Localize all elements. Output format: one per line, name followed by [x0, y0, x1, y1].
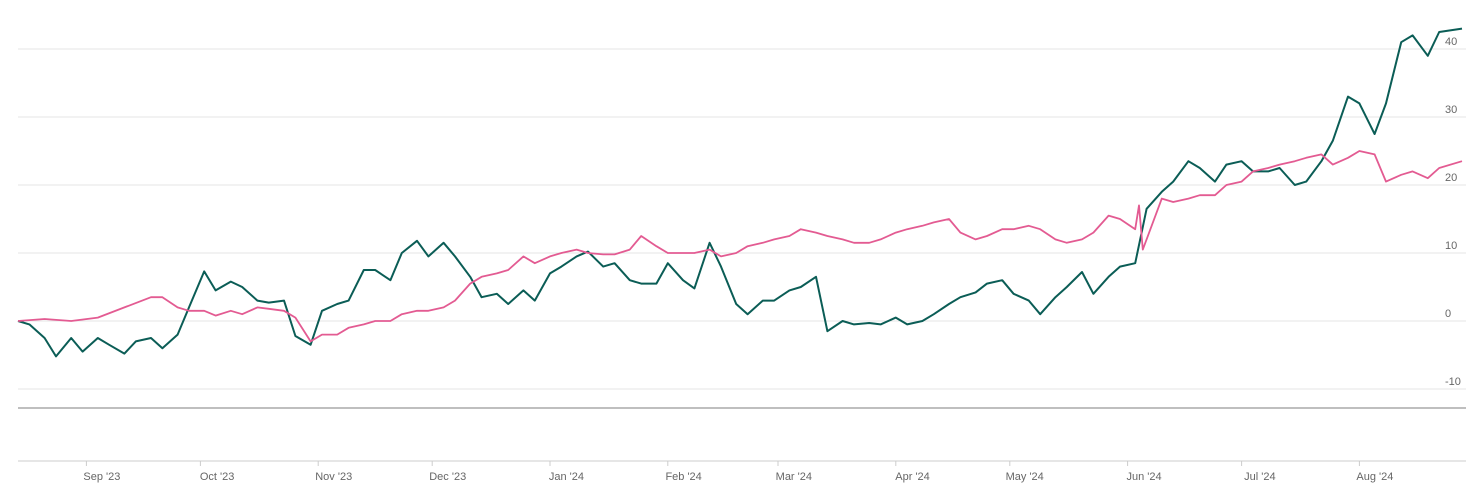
- y-tick-label: 20: [1445, 172, 1457, 184]
- x-tick-label: May '24: [1006, 471, 1044, 483]
- y-tick-label: -10: [1445, 376, 1461, 388]
- y-tick-labels: -10 0 10 20 30 40: [1445, 36, 1461, 388]
- x-tick-label: Feb '24: [665, 471, 701, 483]
- y-tick-label: 40: [1445, 36, 1457, 48]
- x-tick-labels: Sep '23 Oct '23 Nov '23 Dec '23 Jan '24 Feb '…: [83, 461, 1393, 483]
- x-tick-label: Jan '24: [549, 471, 584, 483]
- y-tick-label: 10: [1445, 240, 1457, 252]
- x-tick-label: Jun '24: [1126, 471, 1161, 483]
- series-line-2: [17, 150, 1463, 343]
- x-tick-label: Dec '23: [429, 471, 466, 483]
- y-tick-label: 0: [1445, 308, 1451, 320]
- series-lines: [17, 27, 1463, 358]
- y-tick-label: 30: [1445, 104, 1457, 116]
- x-tick-label: Mar '24: [776, 471, 812, 483]
- gridlines: [18, 48, 1466, 390]
- navigator-pane: [18, 409, 1466, 461]
- series-line-1: [17, 27, 1463, 358]
- x-tick-label: Jul '24: [1244, 471, 1275, 483]
- x-tick-label: Aug '24: [1356, 471, 1393, 483]
- x-tick-label: Sep '23: [83, 471, 120, 483]
- x-tick-label: Apr '24: [895, 471, 930, 483]
- x-tick-label: Oct '23: [200, 471, 235, 483]
- x-tick-label: Nov '23: [315, 471, 352, 483]
